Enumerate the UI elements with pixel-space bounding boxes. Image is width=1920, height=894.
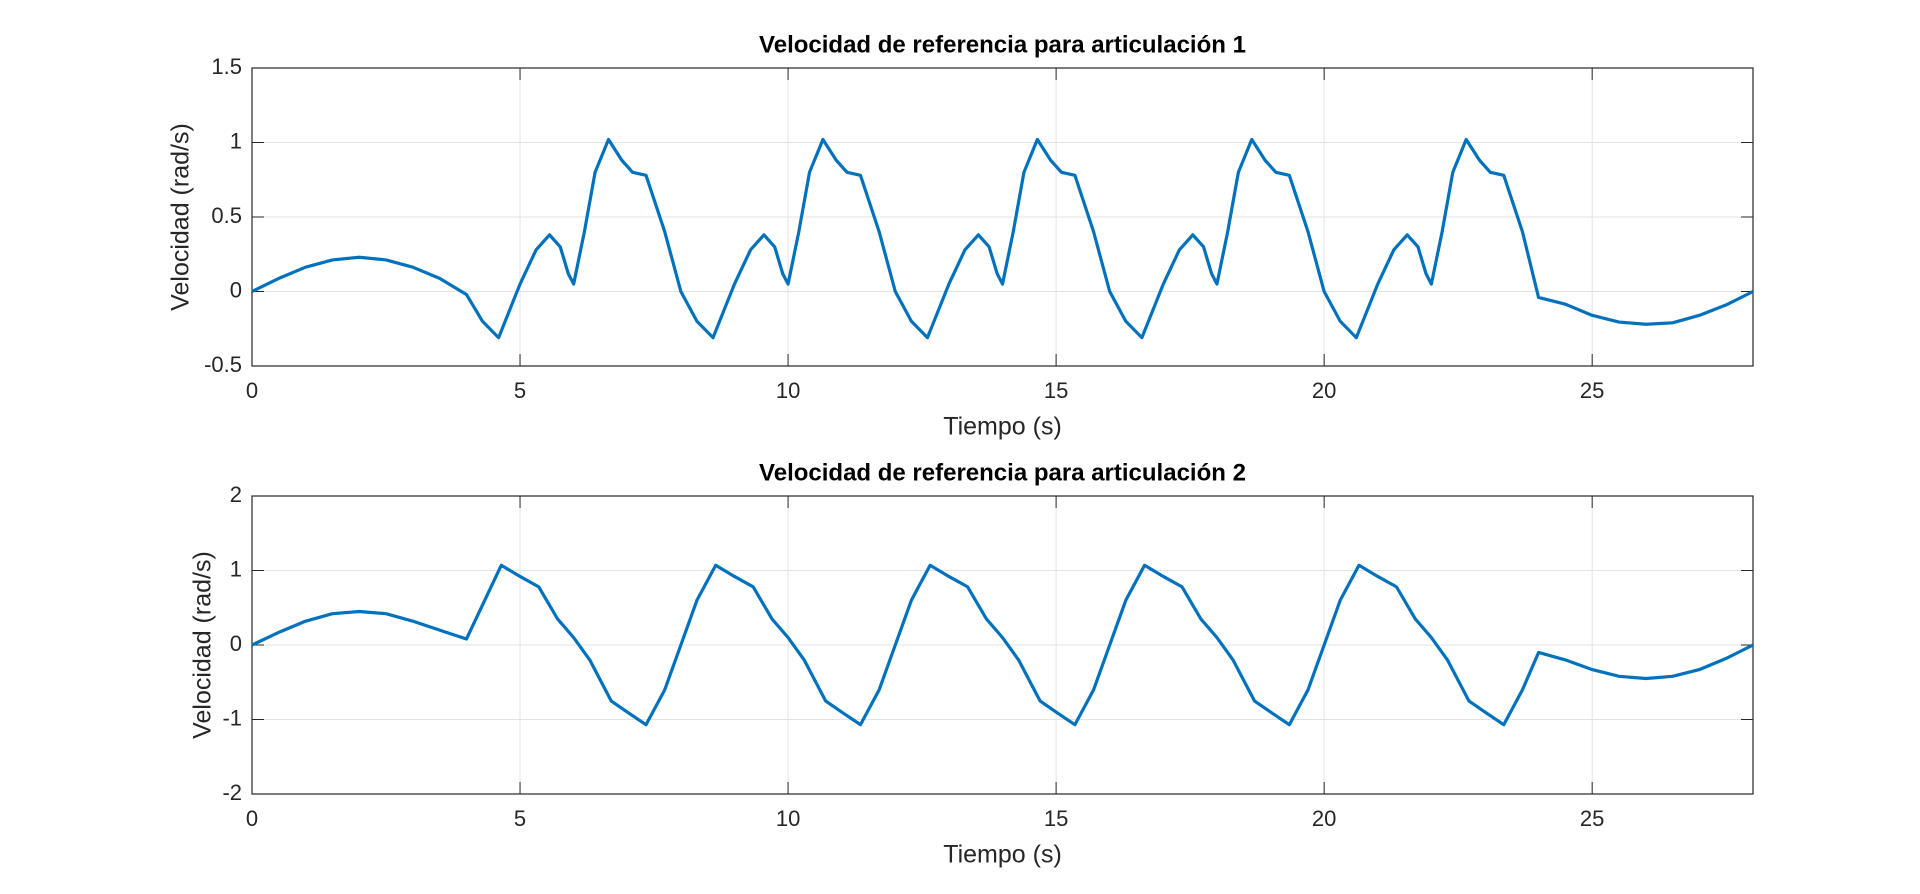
data-line (251, 137, 1754, 340)
x-tick-label: 5 (514, 806, 526, 831)
x-tick-label: 20 (1312, 378, 1336, 403)
y-axis-label: Velocidad (rad/s) (189, 551, 217, 739)
subplot: 0 5 10 15 20 25 -2 -1 0 1 2 Velocidad de referencia… (189, 459, 1754, 869)
y-tick-label: 1 (230, 556, 242, 581)
y-tick-label: -0.5 (204, 352, 242, 377)
x-tick-label: 15 (1044, 806, 1068, 831)
chart-title: Velocidad de referencia para articulació… (759, 31, 1246, 58)
x-tick-label: 0 (246, 806, 258, 831)
data-line (251, 563, 1754, 727)
y-tick-label: -2 (222, 780, 242, 805)
y-tick-label: 0.5 (211, 203, 242, 228)
x-tick-label: 10 (776, 378, 800, 403)
x-tick-label: 5 (514, 378, 526, 403)
chart-title: Velocidad de referencia para articulació… (759, 459, 1246, 486)
y-tick-label: 1 (230, 128, 242, 153)
x-tick-label: 20 (1312, 806, 1336, 831)
y-tick-label: 1.5 (211, 54, 242, 79)
x-axis-label: Tiempo (s) (943, 413, 1062, 441)
y-axis-label: Velocidad (rad/s) (167, 123, 195, 311)
x-tick-label: 25 (1580, 806, 1604, 831)
y-tick-label: 2 (230, 482, 242, 507)
x-tick-label: 25 (1580, 378, 1604, 403)
y-tick-label: 0 (230, 277, 242, 302)
y-tick-label: -1 (222, 705, 242, 730)
axes-box (251, 67, 1754, 367)
y-tick-label: 0 (230, 631, 242, 656)
x-tick-label: 15 (1044, 378, 1068, 403)
x-axis-label: Tiempo (s) (943, 841, 1062, 869)
x-tick-label: 0 (246, 378, 258, 403)
x-tick-label: 10 (776, 806, 800, 831)
